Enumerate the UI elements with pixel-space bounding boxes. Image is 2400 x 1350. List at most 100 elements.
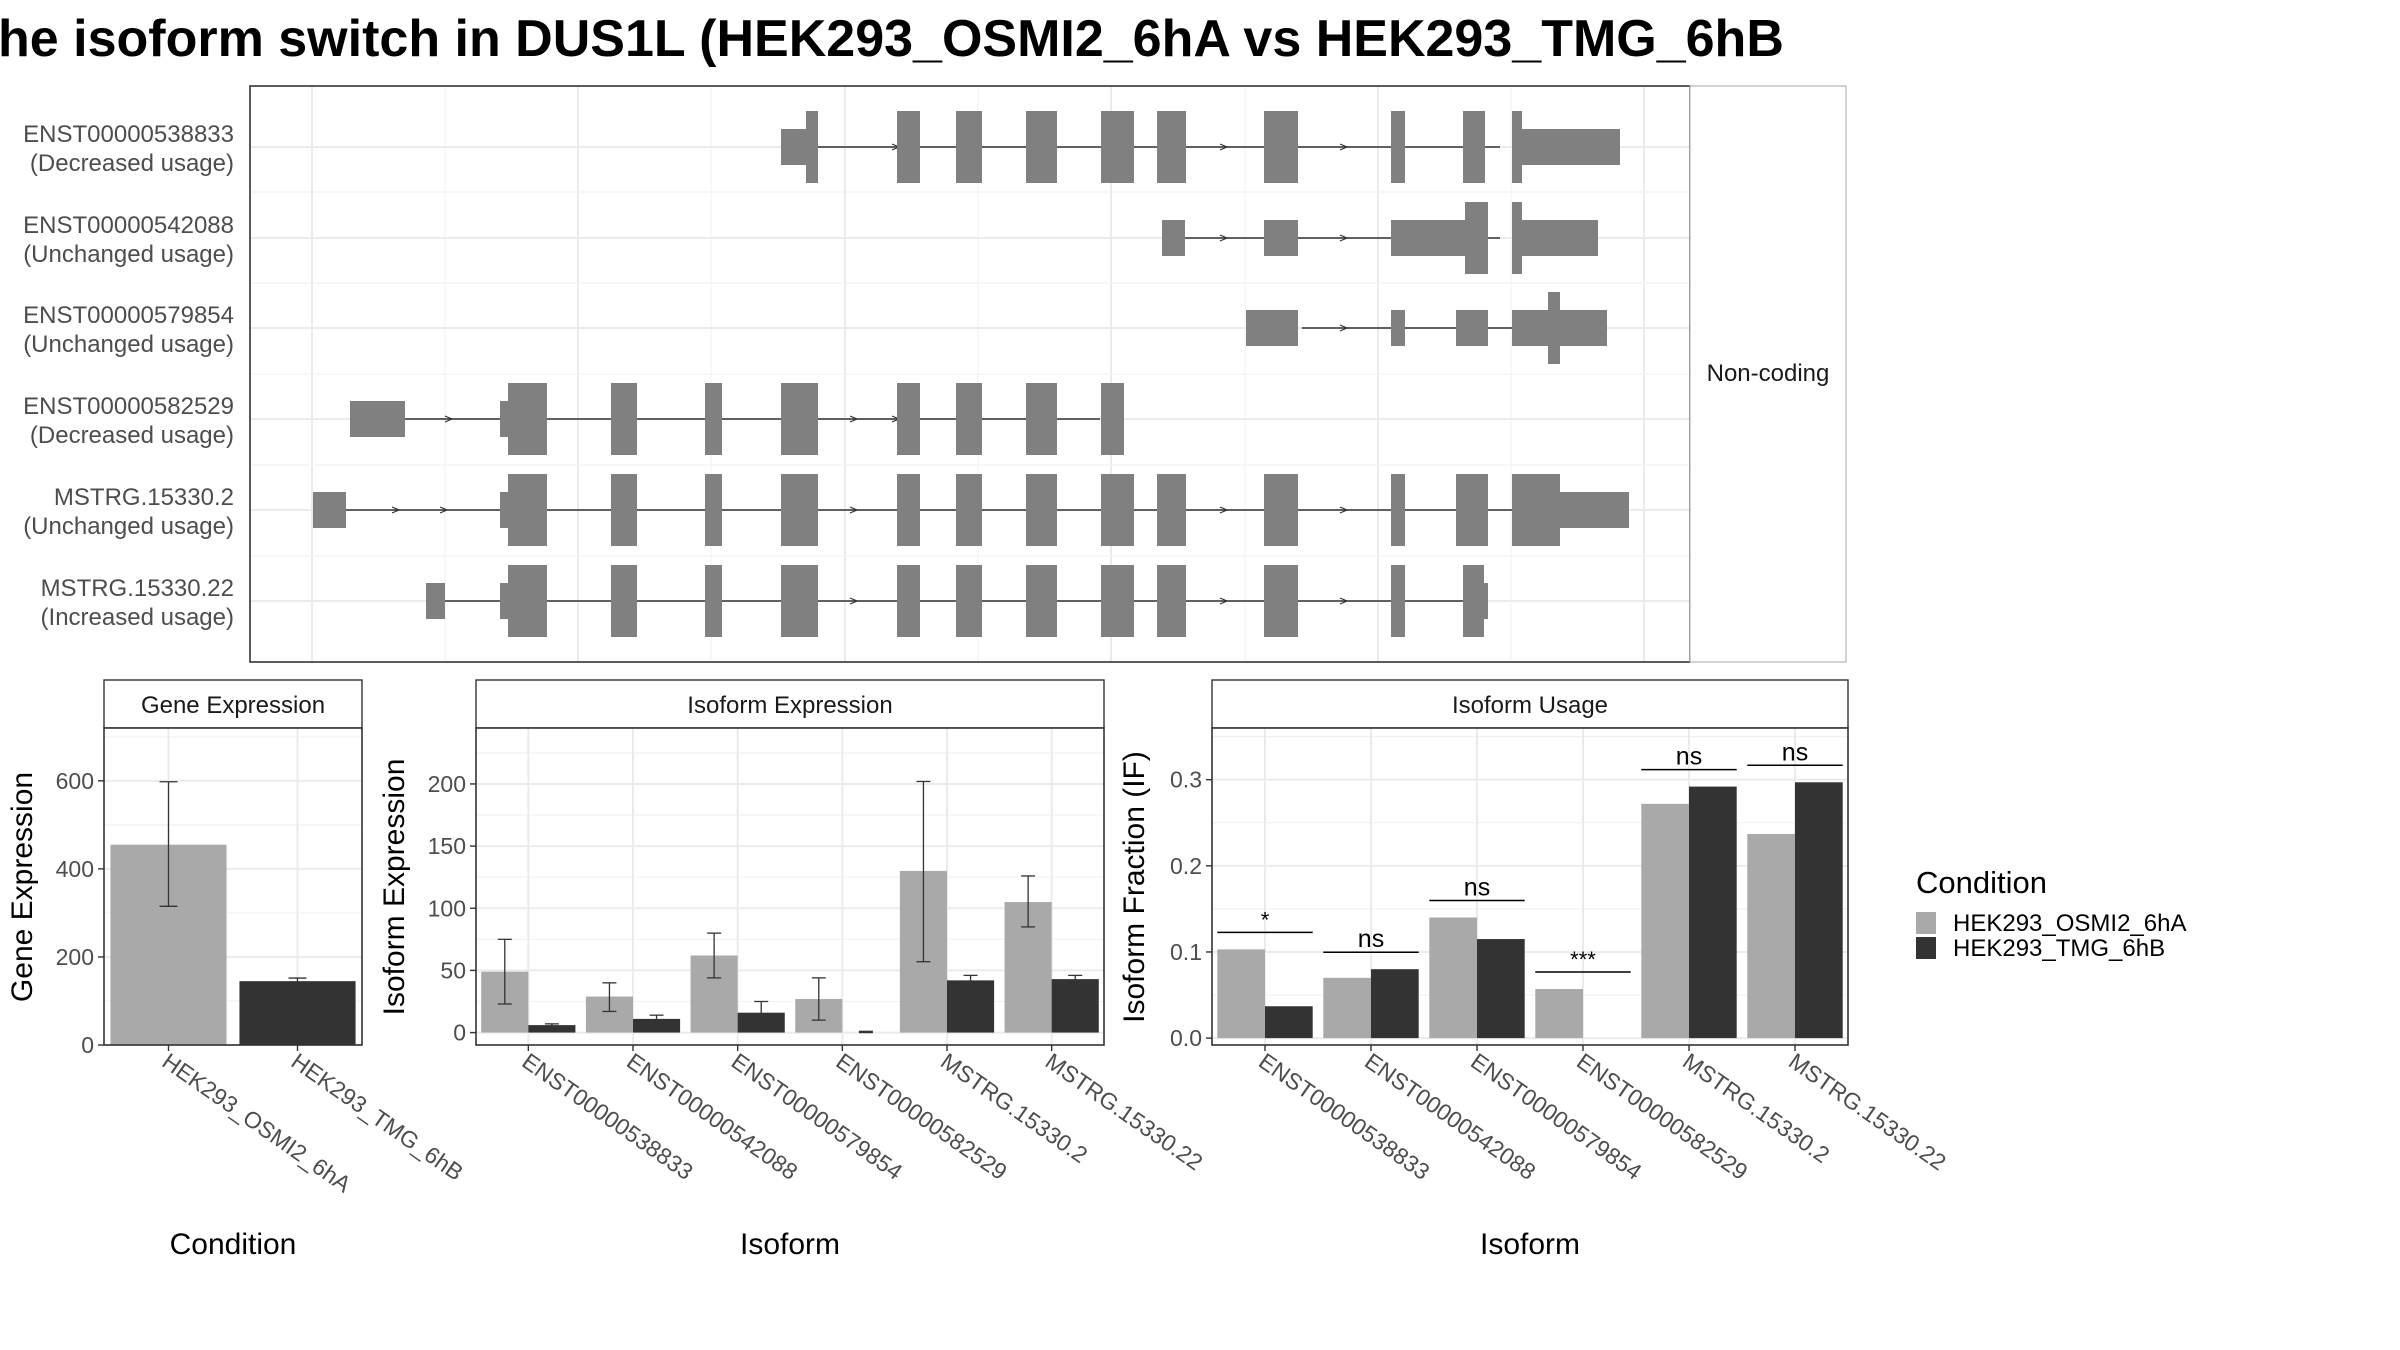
gene-expression-y-axis-title: Gene Expression — [6, 772, 39, 1002]
transcript-usage-label: (Decreased usage) — [30, 422, 234, 449]
exon — [1101, 383, 1124, 455]
exon — [1465, 202, 1488, 274]
y-tick-label: 0 — [81, 1032, 94, 1058]
exon — [1101, 565, 1134, 637]
significance-label: *** — [1570, 947, 1596, 972]
strand-arrow — [391, 506, 401, 514]
structure-strip — [1689, 85, 1847, 663]
exon — [1157, 474, 1186, 546]
exon — [1456, 310, 1488, 346]
isoform-usage-strip — [1211, 679, 1849, 729]
exon — [313, 492, 346, 528]
exon — [1264, 220, 1298, 256]
y-tick-label: 0.2 — [1170, 853, 1202, 879]
exon — [781, 129, 806, 165]
exon — [956, 565, 982, 637]
significance-label: * — [1261, 907, 1270, 932]
transcript-labels: ENST00000538833 (Decreased usage) ENST0000… — [23, 121, 234, 631]
bar — [1323, 977, 1371, 1039]
exon — [1391, 565, 1405, 637]
x-tick-label: ENST00000579854 — [727, 1048, 908, 1185]
strand-arrow — [1339, 506, 1349, 514]
exon — [806, 111, 818, 183]
strand-arrow — [1339, 143, 1349, 151]
plot-background — [476, 728, 1104, 1045]
exon — [1548, 292, 1560, 364]
exon — [1264, 474, 1298, 546]
bar — [1265, 1006, 1313, 1039]
figure-title: he isoform switch in DUS1L (HEK293_OSMI2… — [0, 10, 1784, 68]
transcript-usage-label: (Unchanged usage) — [23, 241, 234, 268]
exon — [1026, 111, 1057, 183]
x-tick-label: ENST00000538833 — [1254, 1048, 1434, 1185]
x-tick-label: ENST00000582529 — [831, 1048, 1011, 1185]
exon — [1391, 111, 1405, 183]
x-tick-label: ENST00000542088 — [1360, 1048, 1540, 1185]
legend-label-tmg: HEK293_TMG_6hB — [1953, 935, 2165, 962]
x-tick-label: ENST00000582529 — [1572, 1048, 1752, 1185]
strand-arrow — [444, 415, 454, 423]
gene-expression-panel-border — [103, 727, 363, 1046]
legend-label-osmi2: HEK293_OSMI2_6hA — [1953, 910, 2186, 937]
y-tick-label: 200 — [428, 771, 466, 797]
bar — [633, 1018, 681, 1033]
exon — [611, 383, 637, 455]
exon — [1512, 310, 1548, 346]
exon — [1391, 474, 1405, 546]
bar — [1051, 979, 1099, 1033]
transcript-id-label: ENST00000538833 — [23, 121, 234, 148]
strand-arrow — [849, 597, 859, 605]
exon — [1456, 474, 1488, 546]
exon — [956, 474, 982, 546]
bar — [1371, 969, 1419, 1039]
legend-key-tmg — [1916, 937, 1936, 959]
y-tick-label: 150 — [428, 833, 466, 859]
exon — [508, 383, 547, 455]
bar — [1795, 782, 1843, 1039]
strand-arrow — [1339, 597, 1349, 605]
legend-key-osmi2 — [1916, 912, 1936, 934]
structure-panel: Non-coding ENST00000538833(Decreased usa… — [23, 85, 1847, 663]
exon — [781, 474, 818, 546]
transcript-usage-label: (Increased usage) — [41, 604, 234, 631]
exon — [705, 383, 722, 455]
isoform-expression-x-axis-title: Isoform — [740, 1228, 840, 1261]
isoform-expression-panel: Isoform Expression 0 50 100 150 200 ENST00000… — [378, 679, 1208, 1261]
transcript-id-label: ENST00000542088 — [23, 212, 234, 239]
exon — [350, 401, 405, 437]
transcript-usage-label: (Unchanged usage) — [23, 331, 234, 358]
strand-arrow — [1219, 506, 1229, 514]
isoform-usage-x-axis-title: Isoform — [1480, 1228, 1580, 1261]
strand-arrow — [1219, 597, 1229, 605]
exon — [956, 111, 982, 183]
plot-background — [1212, 728, 1848, 1045]
x-tick-label: ENST00000579854 — [1466, 1048, 1647, 1185]
exon — [1264, 111, 1298, 183]
isoform-expression-y-axis-title: Isoform Expression — [378, 759, 411, 1016]
bar — [1477, 939, 1525, 1039]
exon — [1560, 492, 1629, 528]
significance-label: ns — [1676, 743, 1702, 771]
y-tick-label: 50 — [440, 957, 466, 983]
strand-arrow — [1339, 324, 1349, 332]
exon — [1391, 220, 1465, 256]
gene-expression-strip — [103, 679, 363, 729]
legend-title: Condition — [1916, 865, 2047, 900]
strand-arrow — [849, 506, 859, 514]
exon — [1157, 111, 1186, 183]
transcript-models — [313, 111, 1629, 637]
x-tick-label: ENST00000538833 — [517, 1048, 697, 1185]
exon — [1246, 310, 1298, 346]
isoform-usage-y-axis-title: Isoform Fraction (IF) — [1118, 751, 1151, 1023]
strand-arrow — [849, 415, 859, 423]
exon — [705, 474, 722, 546]
y-tick-label: 0.3 — [1170, 767, 1202, 793]
exon — [897, 383, 920, 455]
strand-arrow — [1219, 143, 1229, 151]
exon — [705, 565, 722, 637]
x-tick-label: ENST00000542088 — [622, 1048, 802, 1185]
bar — [239, 981, 356, 1045]
bar — [1217, 949, 1265, 1039]
exon — [1026, 565, 1057, 637]
